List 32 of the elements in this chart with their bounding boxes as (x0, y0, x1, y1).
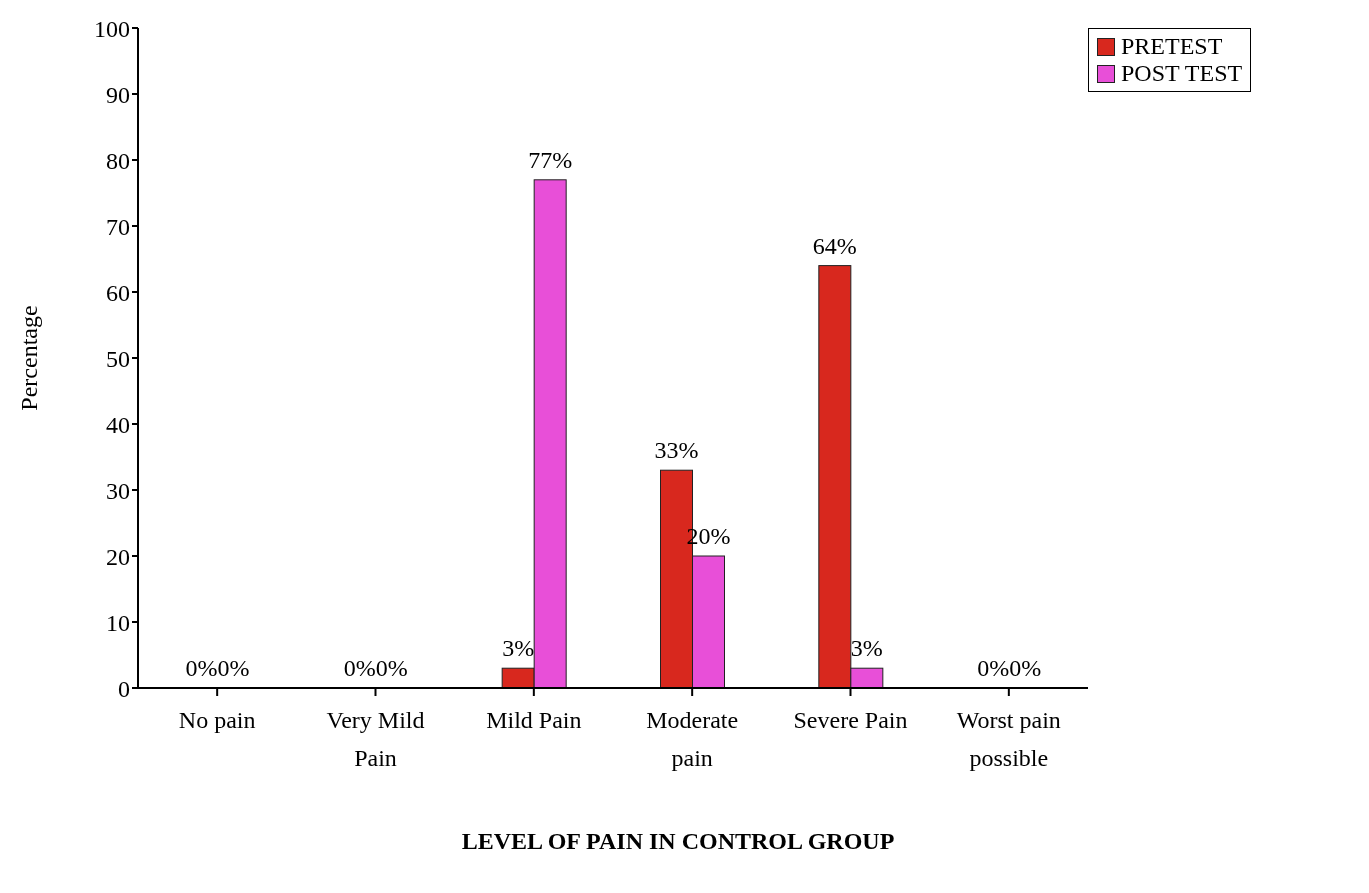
data-label: 33% (654, 437, 699, 464)
x-tick-label: Very Mild Pain (326, 707, 425, 771)
legend-label: PRETEST (1121, 33, 1223, 60)
y-tick-label: 80 (106, 147, 130, 174)
y-tick-label: 10 (106, 609, 130, 636)
data-label: 77% (528, 146, 573, 173)
y-tick-label: 50 (106, 345, 130, 372)
data-label: 3% (502, 635, 535, 662)
x-tick-label: No pain (178, 707, 256, 733)
x-tick-label: Worst pain possible (956, 707, 1061, 771)
x-axis-title: LEVEL OF PAIN IN CONTROL GROUP (460, 828, 896, 855)
y-axis-title: Percentage (15, 305, 42, 411)
y-tick-label: 30 (106, 477, 130, 504)
data-label: 3% (850, 635, 883, 662)
data-label: 0% (185, 655, 218, 681)
data-label: 0% (1009, 655, 1042, 681)
data-label: 64% (812, 232, 857, 259)
x-tick-label: Moderate pain (646, 707, 739, 771)
data-label: 0% (343, 655, 376, 681)
y-tick-label: 0 (118, 675, 130, 702)
x-tick-label: Severe Pain (793, 707, 908, 733)
y-tick-label: 20 (106, 543, 130, 570)
y-tick-label: 40 (106, 411, 130, 438)
y-tick-label: 60 (106, 279, 130, 306)
y-tick-label: 70 (106, 213, 130, 240)
x-tick-label: Mild Pain (486, 707, 582, 733)
legend-label: POST TEST (1121, 60, 1243, 87)
y-tick-label: 90 (106, 81, 130, 108)
data-label: 0% (977, 655, 1010, 681)
data-label: 0% (375, 655, 408, 681)
data-label: 0% (217, 655, 250, 681)
y-tick-label: 100 (94, 15, 130, 42)
